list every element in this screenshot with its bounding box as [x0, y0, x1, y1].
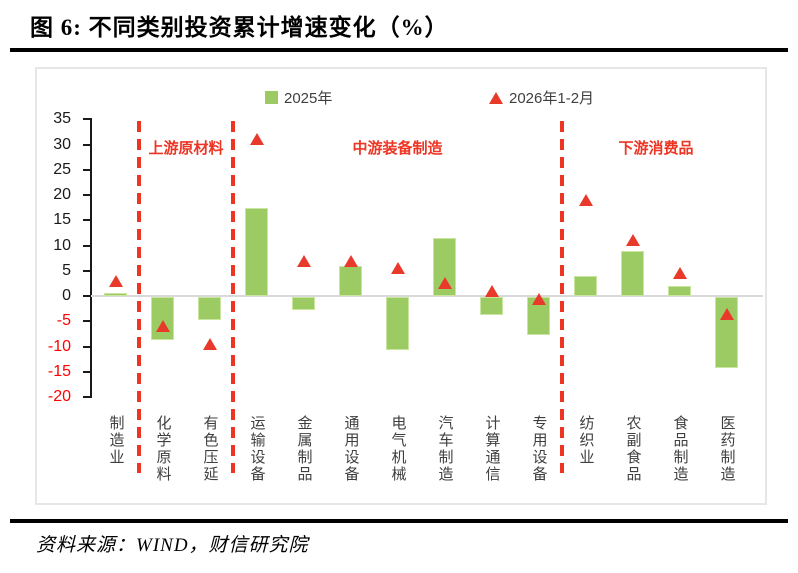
- triangle-marker-2026: [343, 254, 358, 267]
- legend-label-2026: 2026年1-2月: [509, 90, 595, 107]
- y-axis-tick: [83, 168, 91, 171]
- x-axis-category-label: 汽车制造: [436, 415, 454, 483]
- x-axis-category-label: 计算通信: [483, 415, 501, 483]
- triangle-marker-2026: [390, 262, 405, 275]
- triangle-marker-2026: [296, 254, 311, 267]
- triangle-marker-2026: [108, 274, 123, 287]
- y-axis-tick-label: 35: [53, 110, 71, 128]
- bar-2025: [668, 285, 691, 296]
- y-axis-tick-label: -10: [47, 337, 71, 355]
- bar-2025: [292, 297, 315, 310]
- x-axis-category-label: 食品制造: [671, 415, 689, 483]
- legend-square-icon: [265, 91, 278, 104]
- x-axis-category-label: 专用设备: [530, 415, 548, 483]
- triangle-marker-2026: [437, 277, 452, 290]
- section-label: 下游消费品: [618, 140, 694, 157]
- y-axis-tick: [83, 269, 91, 272]
- triangle-marker-2026: [202, 337, 217, 350]
- bar-2025: [480, 297, 503, 315]
- legend-item-2026: 2026年1-2月: [489, 87, 594, 108]
- bottom-divider-rule: [10, 519, 788, 523]
- zero-gridline: [90, 295, 763, 297]
- bar-2025: [151, 297, 174, 340]
- y-axis-tick-label: 5: [62, 261, 71, 279]
- triangle-marker-2026: [672, 267, 687, 280]
- y-axis-tick: [83, 219, 91, 222]
- x-axis-category-label: 运输设备: [248, 415, 266, 483]
- section-separator-dashed-line: [560, 121, 564, 473]
- y-axis-tick-label: 30: [53, 135, 71, 153]
- section-label: 中游装备制造: [352, 140, 443, 157]
- triangle-marker-2026: [155, 320, 170, 333]
- y-axis-tick-label: -15: [47, 362, 71, 380]
- y-axis-tick: [83, 295, 91, 297]
- bar-2025: [386, 297, 409, 351]
- triangle-marker-2026: [578, 194, 593, 207]
- bar-2025: [339, 265, 362, 296]
- x-axis-category-label: 电气机械: [389, 415, 407, 483]
- bar-2025: [198, 297, 221, 320]
- legend-triangle-icon: [489, 91, 503, 104]
- y-axis-tick: [83, 370, 91, 373]
- x-axis-category-label: 医药制造: [718, 415, 736, 483]
- x-axis-category-label: 有色压延: [201, 415, 219, 483]
- x-axis-category-label: 通用设备: [342, 415, 360, 483]
- title-divider-rule: [10, 48, 788, 52]
- y-axis-tick: [83, 320, 91, 323]
- y-axis-tick-label: -20: [47, 388, 71, 405]
- legend-label-2025: 2025年: [284, 90, 333, 107]
- x-axis-category-label: 金属制品: [295, 415, 313, 483]
- x-axis-category-label: 纺织业: [577, 415, 595, 466]
- y-axis-tick: [83, 244, 91, 247]
- triangle-marker-2026: [719, 307, 734, 320]
- y-axis-tick: [83, 118, 91, 121]
- bar-2025: [104, 293, 127, 296]
- section-label: 上游原材料: [148, 140, 224, 157]
- y-axis-tick-label: 15: [53, 211, 71, 229]
- y-axis-tick-label: -5: [56, 312, 71, 330]
- source-note: 资料来源：WIND，财信研究院: [36, 535, 309, 556]
- bar-2025: [245, 207, 268, 296]
- triangle-marker-2026: [484, 284, 499, 297]
- x-axis-category-label: 化学原料: [154, 415, 172, 483]
- y-axis-tick-label: 10: [53, 236, 71, 254]
- section-separator-dashed-line: [231, 121, 235, 473]
- x-axis-category-label: 制造业: [107, 415, 125, 466]
- y-axis-tick: [83, 396, 91, 398]
- y-axis-tick: [83, 143, 91, 146]
- bar-2025: [621, 250, 644, 296]
- y-axis-tick-label: 0: [62, 287, 71, 304]
- chart-area: 2025年 2026年1-2月 35 30 25 20 15 10 5 0 -5 -10 -15 -2…: [35, 67, 767, 505]
- y-axis-tick-label: 20: [53, 186, 71, 203]
- x-axis-category-label: 农副食品: [624, 415, 642, 483]
- figure-title: 图 6: 不同类别投资累计增速变化（%）: [30, 15, 449, 40]
- triangle-marker-2026: [625, 234, 640, 247]
- legend-item-2025: 2025年: [265, 87, 332, 108]
- bar-2025: [574, 275, 597, 296]
- y-axis-tick: [83, 194, 91, 196]
- y-axis-tick: [83, 345, 91, 348]
- section-separator-dashed-line: [137, 121, 141, 473]
- y-axis-tick-label: 25: [53, 160, 71, 178]
- triangle-marker-2026: [249, 133, 264, 146]
- triangle-marker-2026: [531, 292, 546, 305]
- y-axis-line: [90, 118, 92, 398]
